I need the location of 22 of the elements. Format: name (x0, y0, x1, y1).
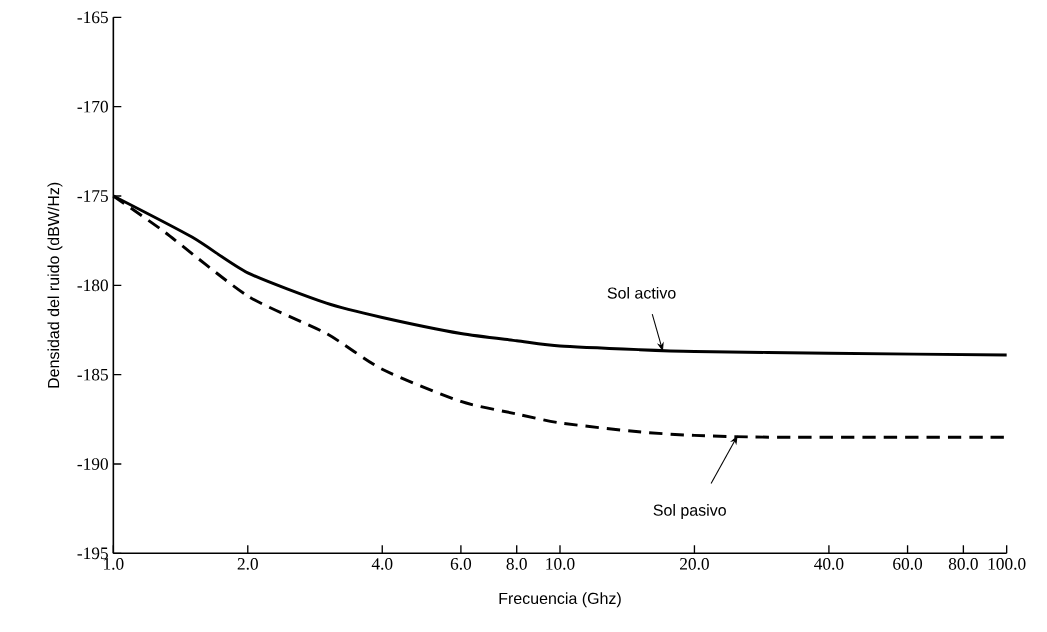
x-tick-label: 100.0 (988, 558, 1026, 570)
annotation: Sol activo (607, 286, 676, 299)
x-tick-label: 8.0 (506, 558, 527, 570)
x-tick-label: 60.0 (893, 558, 923, 570)
x-tick-label: 40.0 (814, 558, 844, 570)
x-axis-title: Frecuencia (Ghz) (499, 592, 621, 608)
x-tick-label: 4.0 (371, 558, 393, 570)
y-tick-label: -180 (77, 279, 108, 292)
x-tick-label: 6.0 (450, 558, 472, 570)
y-tick-label: -190 (77, 458, 108, 470)
annotation: Sol pasivo (653, 504, 726, 520)
y-tick-label: -170 (77, 100, 108, 113)
x-tick-label: 1.0 (104, 558, 124, 570)
y-tick-label: -195 (77, 547, 108, 560)
x-tick-label: 80.0 (948, 558, 978, 570)
y-axis-title: Densidad del ruido (dBW/Hz) (47, 182, 63, 388)
x-tick-label: 10.0 (546, 558, 575, 570)
y-tick-label: -175 (77, 190, 108, 202)
y-tick-label: -185 (77, 368, 108, 381)
x-tick-label: 2.0 (237, 558, 258, 570)
x-tick-label: 20.0 (680, 558, 709, 570)
y-tick-label: -165 (77, 11, 108, 24)
